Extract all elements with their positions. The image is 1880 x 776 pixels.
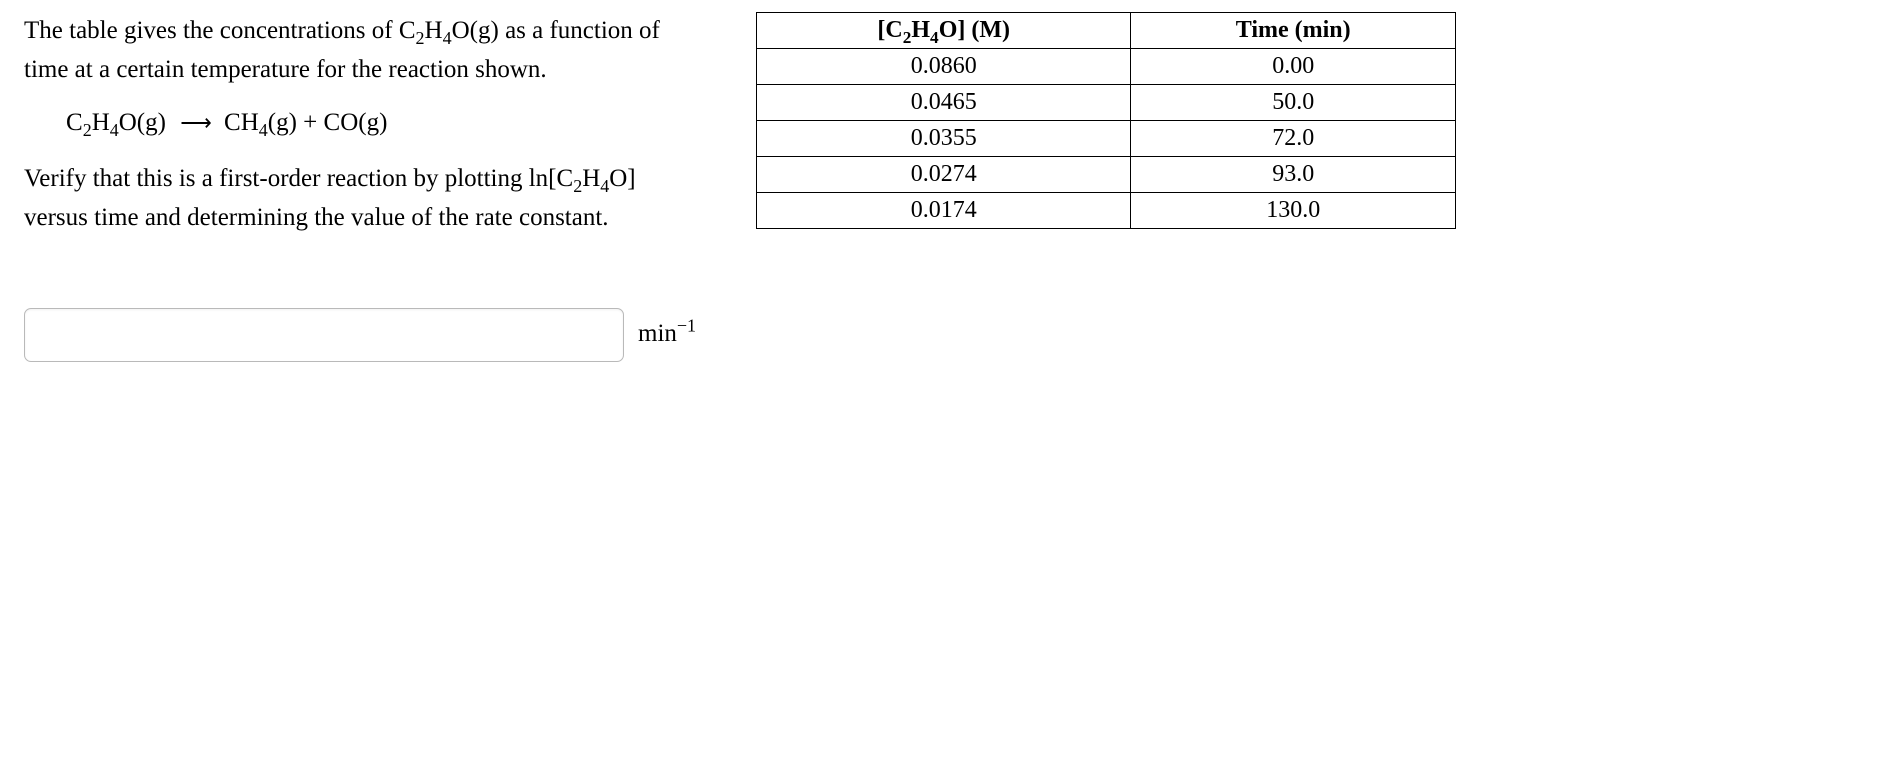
table-row: 0.0465 50.0 — [757, 85, 1456, 121]
eq-sub2: 2 — [83, 120, 92, 140]
table-row: 0.0174 130.0 — [757, 193, 1456, 229]
hdr-h: H — [911, 17, 930, 43]
answer-row: min−1 — [24, 308, 696, 362]
cell-conc: 0.0860 — [757, 49, 1131, 85]
table-row: 0.0860 0.00 — [757, 49, 1456, 85]
para2-text-b: H — [582, 165, 600, 192]
header-concentration: [C2H4O] (M) — [757, 13, 1131, 49]
eq-sub4: 4 — [110, 120, 119, 140]
cell-conc: 0.0174 — [757, 193, 1131, 229]
hdr-sub4: 4 — [930, 28, 939, 47]
reaction-arrow-icon: ⟶ — [180, 106, 210, 140]
reactant-og: O(g) — [119, 109, 166, 136]
reaction-equation: C2H4O(g) ⟶ CH4(g) + CO(g) — [66, 104, 696, 143]
hdr-om: O] (M) — [939, 17, 1010, 43]
cell-conc: 0.0274 — [757, 157, 1131, 193]
cell-time: 93.0 — [1131, 157, 1456, 193]
para1-text-b: H — [425, 17, 443, 44]
cell-time: 0.00 — [1131, 49, 1456, 85]
product1-g: (g) — [268, 109, 297, 136]
para2-text-a: Verify that this is a first-order reacti… — [24, 165, 573, 192]
concentration-table: [C2H4O] (M) Time (min) 0.0860 0.00 0.046… — [756, 12, 1456, 229]
cell-conc: 0.0465 — [757, 85, 1131, 121]
table-header-row: [C2H4O] (M) Time (min) — [757, 13, 1456, 49]
unit-exponent: −1 — [677, 316, 696, 336]
product1-ch: CH — [224, 109, 259, 136]
product2: CO(g) — [324, 109, 388, 136]
plus-sign: + — [297, 109, 324, 136]
cell-time: 50.0 — [1131, 85, 1456, 121]
subscript-2: 2 — [416, 28, 425, 48]
table-row: 0.0355 72.0 — [757, 121, 1456, 157]
cell-time: 130.0 — [1131, 193, 1456, 229]
paragraph-1: The table gives the concentrations of C2… — [24, 12, 696, 90]
subscript-2b: 2 — [573, 176, 582, 196]
reactant-c: C — [66, 109, 83, 136]
para1-text-a: The table gives the concentrations of C — [24, 17, 416, 44]
rate-constant-input[interactable] — [24, 308, 624, 362]
product1-sub4: 4 — [259, 120, 268, 140]
cell-conc: 0.0355 — [757, 121, 1131, 157]
subscript-4b: 4 — [600, 176, 609, 196]
unit-base: min — [638, 320, 677, 347]
header-time: Time (min) — [1131, 13, 1456, 49]
answer-unit: min−1 — [638, 315, 696, 354]
table-row: 0.0274 93.0 — [757, 157, 1456, 193]
hdr-c: [C — [877, 17, 902, 43]
paragraph-2: Verify that this is a first-order reacti… — [24, 160, 696, 238]
subscript-4: 4 — [443, 28, 452, 48]
cell-time: 72.0 — [1131, 121, 1456, 157]
problem-text: The table gives the concentrations of C2… — [24, 12, 696, 362]
reactant-h: H — [92, 109, 110, 136]
